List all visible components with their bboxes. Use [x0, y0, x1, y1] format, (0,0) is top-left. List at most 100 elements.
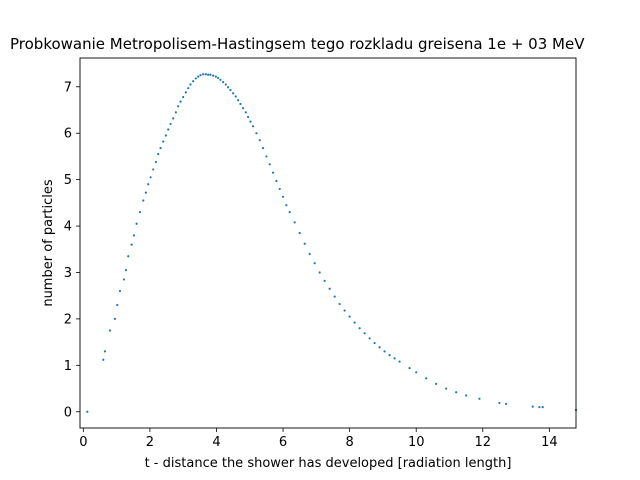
- data-point: [152, 168, 155, 171]
- data-point: [425, 377, 428, 380]
- data-point: [192, 80, 195, 83]
- data-point: [368, 337, 371, 340]
- data-point: [435, 382, 438, 385]
- data-point: [268, 163, 271, 166]
- data-point: [541, 406, 544, 409]
- data-point: [229, 88, 232, 92]
- data-point: [224, 83, 227, 86]
- data-point: [212, 74, 215, 77]
- data-point: [124, 269, 128, 272]
- data-point: [338, 302, 341, 306]
- data-point: [348, 315, 351, 318]
- data-point: [538, 406, 541, 409]
- data-point: [298, 231, 301, 235]
- data-point: [478, 397, 481, 400]
- data-point: [187, 87, 190, 90]
- data-point: [154, 160, 157, 164]
- y-tick-label: 4: [64, 220, 72, 235]
- data-point: [174, 111, 177, 114]
- chart-title: Probkowanie Metropolisem-Hastingsem tego…: [10, 35, 585, 53]
- y-tick-label: 5: [64, 173, 72, 188]
- data-point: [531, 405, 534, 408]
- data-point: [465, 394, 468, 397]
- data-point: [285, 204, 288, 207]
- data-point: [373, 341, 376, 345]
- y-tick-label: 1: [64, 359, 72, 374]
- plot-frame: [79, 57, 577, 429]
- data-point: [388, 354, 391, 357]
- data-point: [258, 139, 261, 142]
- data-point: [157, 152, 160, 156]
- data-point: [455, 391, 458, 394]
- data-point: [144, 191, 148, 194]
- data-point: [363, 332, 366, 335]
- data-point: [227, 86, 230, 89]
- x-tick-label: 10: [408, 435, 425, 450]
- data-point: [138, 211, 142, 214]
- data-point: [135, 222, 138, 225]
- data-point: [275, 179, 278, 183]
- data-point: [353, 321, 356, 324]
- data-point: [217, 76, 220, 80]
- data-point: [328, 287, 331, 290]
- x-tick-label: 8: [345, 435, 353, 450]
- data-point: [164, 134, 167, 137]
- data-point: [102, 358, 105, 361]
- data-point: [323, 279, 326, 282]
- x-tick-label: 2: [146, 435, 154, 450]
- data-point: [281, 195, 285, 198]
- data-point: [278, 187, 281, 191]
- data-point: [393, 357, 396, 360]
- data-point: [313, 262, 316, 265]
- x-tick-label: 4: [212, 435, 220, 450]
- data-point: [142, 199, 145, 202]
- x-tick-label: 6: [279, 435, 287, 450]
- data-point: [318, 271, 321, 274]
- data-point: [242, 107, 245, 110]
- data-point: [288, 211, 291, 214]
- x-tick-label: 12: [475, 435, 492, 450]
- data-point: [116, 303, 119, 307]
- data-point: [127, 255, 130, 258]
- data-point: [118, 289, 122, 293]
- data-point: [147, 183, 150, 186]
- data-point: [189, 83, 192, 86]
- y-tick-label: 0: [64, 405, 72, 420]
- data-point: [358, 327, 361, 330]
- data-point: [149, 176, 152, 179]
- data-point: [244, 111, 247, 114]
- data-point: [247, 115, 250, 119]
- y-tick-label: 3: [64, 266, 72, 281]
- data-point: [445, 387, 448, 390]
- data-point: [86, 410, 89, 413]
- data-point: [398, 360, 401, 363]
- data-point: [303, 242, 306, 245]
- data-point: [239, 102, 242, 106]
- data-point: [234, 95, 237, 98]
- data-point: [378, 346, 381, 349]
- data-point: [214, 75, 217, 78]
- data-point: [209, 73, 212, 76]
- y-tick-label: 2: [64, 312, 72, 327]
- data-points: [86, 73, 578, 413]
- data-point: [162, 140, 165, 143]
- data-point: [293, 221, 296, 224]
- data-point: [343, 309, 346, 312]
- data-point: [182, 95, 185, 99]
- data-point: [408, 367, 411, 370]
- data-point: [177, 105, 180, 108]
- data-point: [113, 317, 117, 321]
- data-point: [498, 401, 501, 405]
- data-point: [237, 99, 240, 102]
- data-point: [255, 132, 258, 135]
- data-point: [252, 125, 255, 128]
- data-point: [207, 73, 210, 76]
- x-tick-label: 14: [541, 435, 558, 450]
- y-tick-label: 7: [64, 80, 72, 95]
- data-point: [197, 75, 200, 78]
- data-point: [232, 92, 235, 95]
- y-axis-title: number of particles: [41, 179, 56, 307]
- data-point: [103, 350, 107, 353]
- x-axis-title: t - distance the shower has developed [r…: [145, 456, 512, 471]
